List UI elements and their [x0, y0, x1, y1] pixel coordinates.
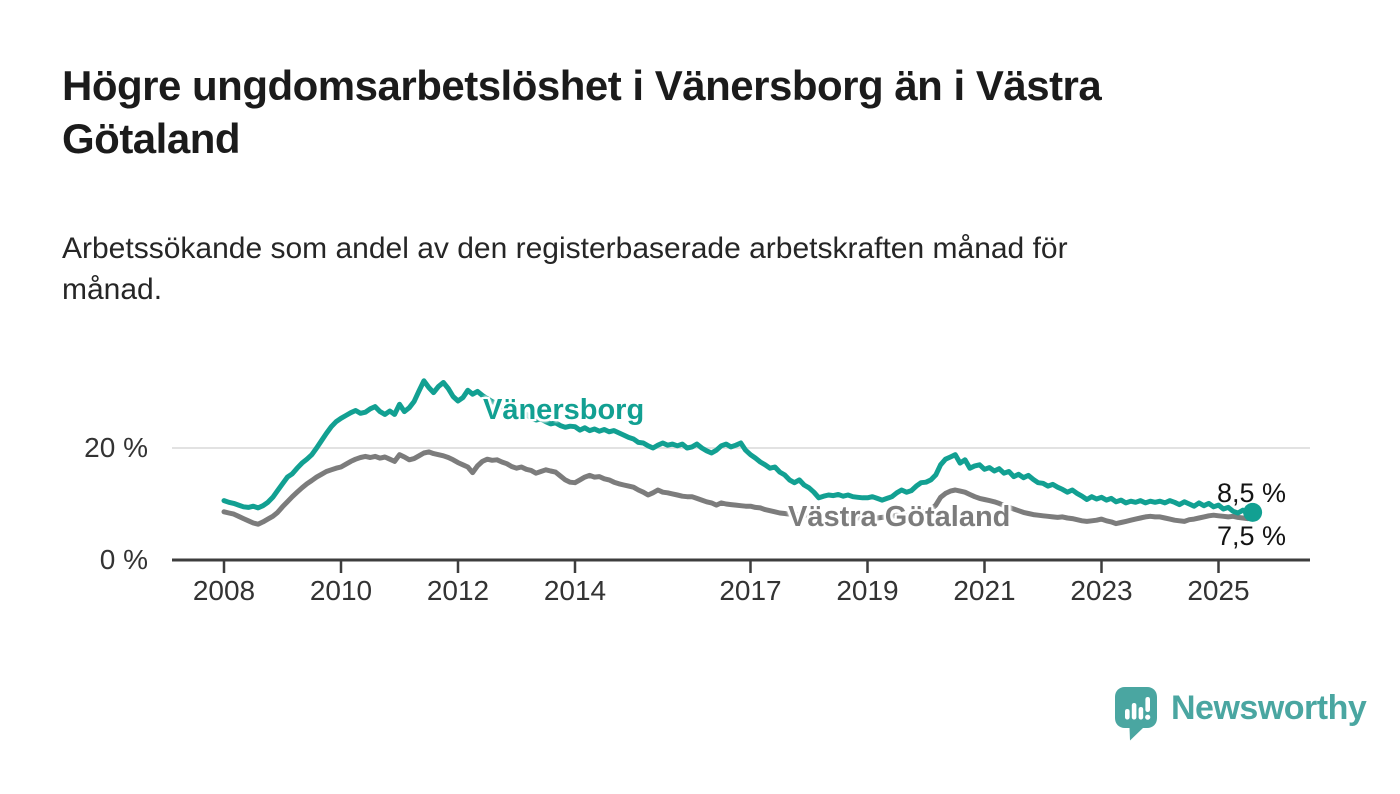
series-line-v-nersborg: [221, 378, 1256, 516]
chart-subtitle: Arbetssökande som andel av den registerb…: [62, 232, 1068, 307]
chart-title: Högre ungdomsarbetslöshet i Vänersborg ä…: [62, 62, 1102, 162]
newsworthy-wordmark: Newsworthy: [1171, 689, 1367, 727]
x-tick-label: 2019: [836, 575, 898, 606]
newsworthy-icon: [1115, 687, 1157, 741]
end-value-vanersborg: 8,5 %: [1216, 478, 1286, 508]
end-value-vastra-gotaland: 7,5 %: [1216, 521, 1286, 551]
x-tick-label: 2017: [719, 575, 781, 606]
x-tick-label: 2021: [953, 575, 1015, 606]
x-tick-label: 2023: [1070, 575, 1132, 606]
y-tick-label: 20 %: [84, 432, 148, 463]
x-tick-label: 2025: [1187, 575, 1249, 606]
x-tick-label: 2010: [310, 575, 372, 606]
newsworthy-logo: Newsworthy: [1114, 686, 1367, 742]
x-tick-label: 2014: [544, 575, 606, 606]
y-tick-label: 0 %: [100, 544, 148, 575]
latest-value-dot: [1243, 502, 1263, 522]
series-label-vastra-gotaland: Västra Götaland: [788, 501, 1011, 533]
x-tick-label: 2008: [193, 575, 255, 606]
series-line-v-stra-g-taland: [221, 449, 1256, 527]
series-label-vanersborg: Vänersborg: [483, 394, 645, 426]
x-tick-label: 2012: [427, 575, 489, 606]
